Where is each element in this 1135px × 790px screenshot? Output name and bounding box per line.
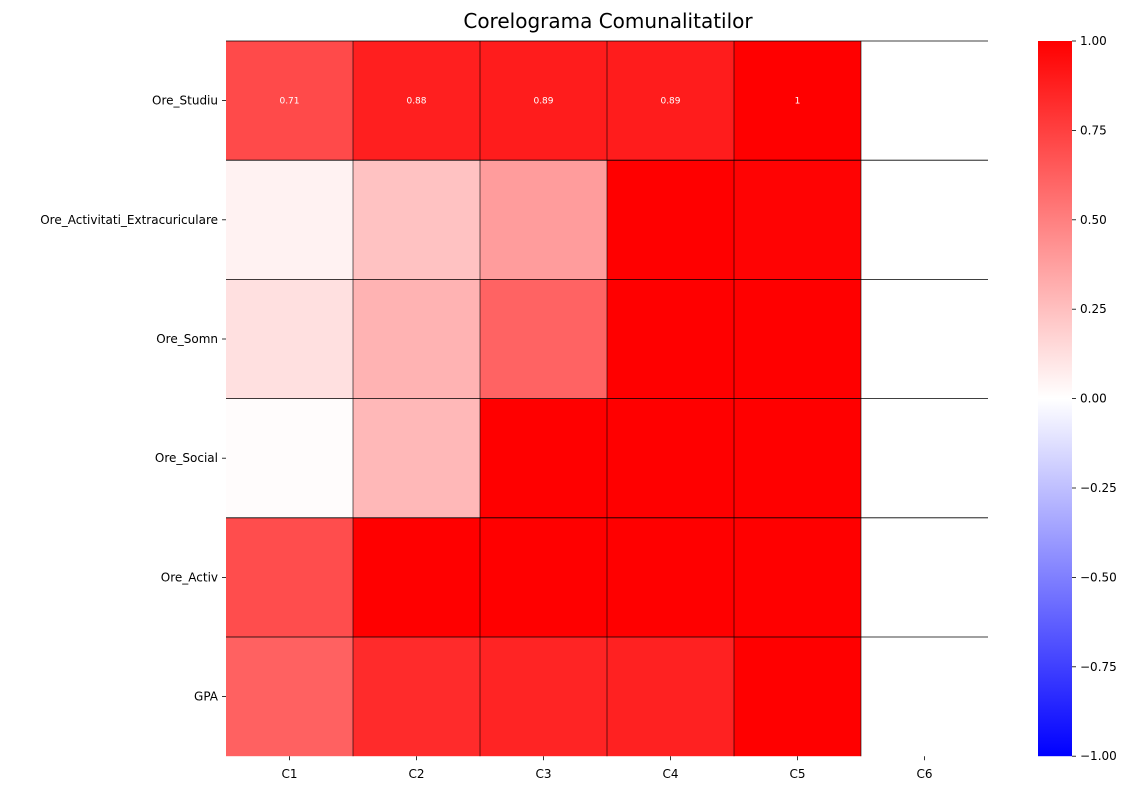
y-tick-label: Ore_Studiu (152, 94, 218, 108)
heatmap-cell (480, 637, 607, 757)
heatmap-cell (734, 517, 861, 637)
heatmap-cell (353, 160, 480, 280)
heatmap-cell (480, 41, 607, 161)
colorbar: 1.00 0.75 0.50 0.25 0.00 −0.25 −0.50 −0.75 −1.00 (1038, 34, 1117, 763)
x-tick-label: C3 (535, 767, 551, 781)
heatmap-cell (226, 41, 353, 161)
heatmap-cell (480, 279, 607, 399)
heatmap-cell (734, 279, 861, 399)
colorbar-tick-label: 1.00 (1080, 34, 1107, 48)
heatmap-cell (607, 637, 734, 757)
cell-annotation: 0.89 (533, 97, 553, 107)
y-tick-label: Ore_Social (155, 451, 218, 465)
y-tick-label: GPA (194, 690, 219, 704)
heatmap-cell (734, 637, 861, 757)
y-tick-label: Ore_Somn (156, 332, 218, 346)
heatmap-cell (734, 398, 861, 518)
y-tick-label: Ore_Activitati_Extracuriculare (40, 213, 218, 227)
heatmap-cell (353, 279, 480, 399)
x-tick-label: C5 (789, 767, 805, 781)
chart-title: Corelograma Comunalitatilor (463, 9, 753, 33)
heatmap-cell (353, 637, 480, 757)
heatmap-cell (226, 637, 353, 757)
y-axis-ticks: Ore_Studiu Ore_Activitati_Extracuriculare… (40, 94, 226, 704)
colorbar-tick-label: 0.75 (1080, 123, 1107, 137)
cell-annotation: 0.71 (279, 97, 299, 107)
colorbar-tick-label: −0.25 (1080, 481, 1117, 495)
colorbar-tick-label: −0.50 (1080, 570, 1117, 584)
cell-annotation: 0.89 (660, 97, 680, 107)
y-tick-label: Ore_Activ (161, 570, 218, 584)
heatmap-cell (226, 279, 353, 399)
colorbar-tick-label: 0.50 (1080, 213, 1107, 227)
heatmap-cell (480, 398, 607, 518)
heatmap-cell (226, 160, 353, 280)
colorbar-tick-label: −1.00 (1080, 749, 1117, 763)
heatmap-cell (607, 398, 734, 518)
heatmap-cell (734, 41, 861, 161)
x-axis-ticks: C1 C2 C3 C4 C5 C6 (281, 756, 933, 781)
colorbar-tick-label: −0.75 (1080, 660, 1117, 674)
cell-annotation: 1 (795, 97, 801, 107)
colorbar-tick-label: 0.00 (1080, 392, 1107, 406)
heatmap-cell (226, 517, 353, 637)
heatmap-cell (480, 517, 607, 637)
x-tick-label: C4 (662, 767, 678, 781)
heatmap-cell (353, 398, 480, 518)
heatmap-cell (480, 160, 607, 280)
cell-annotations: 0.71 0.88 0.89 0.89 1 (279, 97, 800, 107)
cell-annotation: 0.88 (406, 97, 426, 107)
colorbar-gradient (1038, 41, 1072, 757)
heatmap-cell (353, 41, 480, 161)
x-tick-label: C2 (408, 767, 424, 781)
row-grid-lines (226, 40, 988, 757)
heatmap-cell (226, 398, 353, 518)
heatmap-cell (353, 517, 480, 637)
heatmap-cell (607, 279, 734, 399)
heatmap-cell (607, 517, 734, 637)
heatmap-cell (734, 160, 861, 280)
colorbar-tick-label: 0.25 (1080, 302, 1107, 316)
x-tick-label: C1 (281, 767, 297, 781)
heatmap-cell (607, 41, 734, 161)
heatmap-cells (226, 41, 861, 757)
heatmap-cell (607, 160, 734, 280)
x-tick-label: C6 (916, 767, 932, 781)
